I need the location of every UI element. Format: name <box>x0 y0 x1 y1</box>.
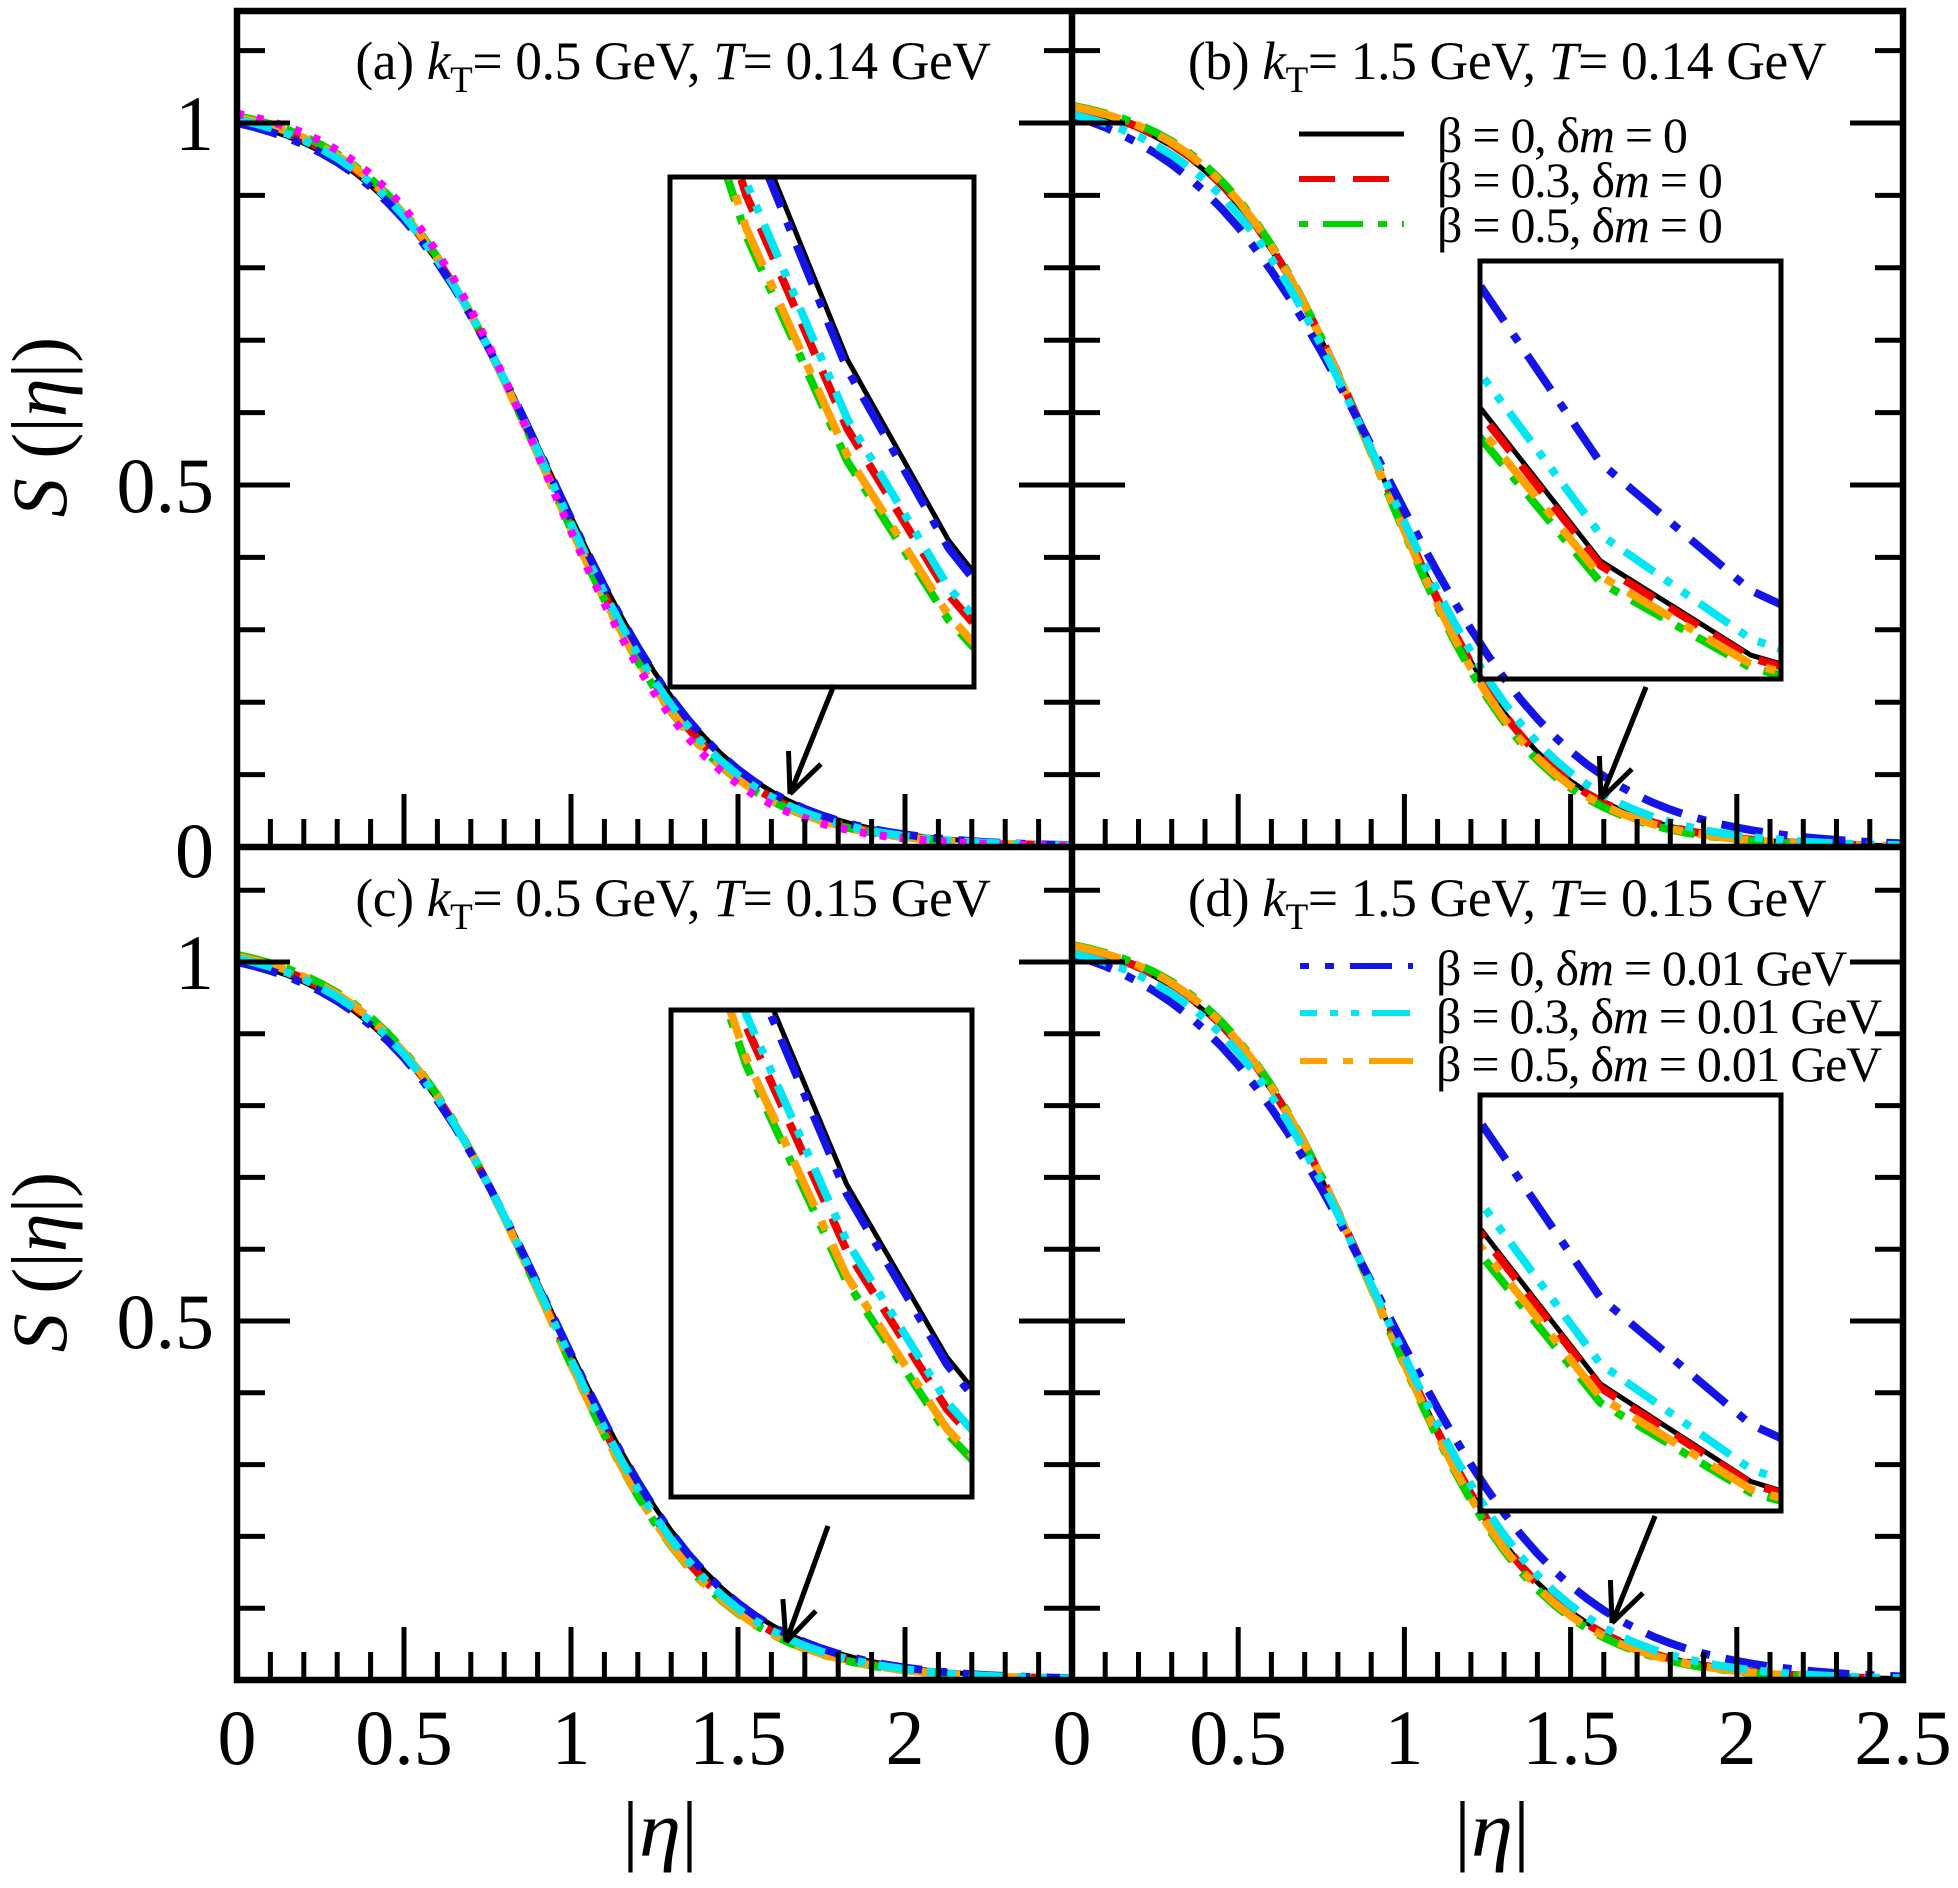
svg-text:(c) kT= 0.5 GeV, T= 0.15 GeV: (c) kT= 0.5 GeV, T= 0.15 GeV <box>355 868 991 938</box>
svg-text:2: 2 <box>1718 1694 1757 1781</box>
svg-text:|η|: |η| <box>622 1786 698 1873</box>
svg-text:S (|η|): S (|η|) <box>0 337 83 517</box>
svg-text:β = 0, δm = 0: β = 0, δm = 0 <box>1437 107 1687 163</box>
svg-text:1.5: 1.5 <box>1522 1694 1620 1781</box>
svg-text:1.5: 1.5 <box>689 1694 787 1781</box>
svg-text:0: 0 <box>218 1694 257 1781</box>
svg-text:1: 1 <box>552 1694 591 1781</box>
svg-text:β = 0.5, δm = 0: β = 0.5, δm = 0 <box>1437 197 1722 253</box>
svg-text:2: 2 <box>886 1694 925 1781</box>
svg-text:0.5: 0.5 <box>117 1278 215 1365</box>
svg-text:0: 0 <box>1053 1694 1092 1781</box>
svg-text:1: 1 <box>175 80 214 167</box>
svg-text:β = 0.3, δm = 0.01 GeV: β = 0.3, δm = 0.01 GeV <box>1436 988 1882 1044</box>
svg-text:2.5: 2.5 <box>1854 1694 1952 1781</box>
svg-text:β = 0.3, δm = 0: β = 0.3, δm = 0 <box>1437 152 1722 208</box>
svg-text:1: 1 <box>1385 1694 1424 1781</box>
svg-text:S (|η|): S (|η|) <box>0 1172 83 1352</box>
svg-text:0: 0 <box>175 807 214 894</box>
svg-text:|η|: |η| <box>1454 1786 1530 1873</box>
svg-text:β = 0, δm = 0.01 GeV: β = 0, δm = 0.01 GeV <box>1436 940 1847 996</box>
svg-text:0.5: 0.5 <box>355 1694 453 1781</box>
svg-text:1: 1 <box>175 919 214 1006</box>
svg-text:(d) kT= 1.5 GeV, T= 0.15 GeV: (d) kT= 1.5 GeV, T= 0.15 GeV <box>1188 868 1827 938</box>
svg-text:0.5: 0.5 <box>1189 1694 1287 1781</box>
svg-text:(b) kT= 1.5 GeV, T= 0.14 GeV: (b) kT= 1.5 GeV, T= 0.14 GeV <box>1188 31 1827 101</box>
svg-text:0.5: 0.5 <box>117 442 215 529</box>
svg-text:β = 0.5, δm = 0.01 GeV: β = 0.5, δm = 0.01 GeV <box>1436 1036 1882 1092</box>
